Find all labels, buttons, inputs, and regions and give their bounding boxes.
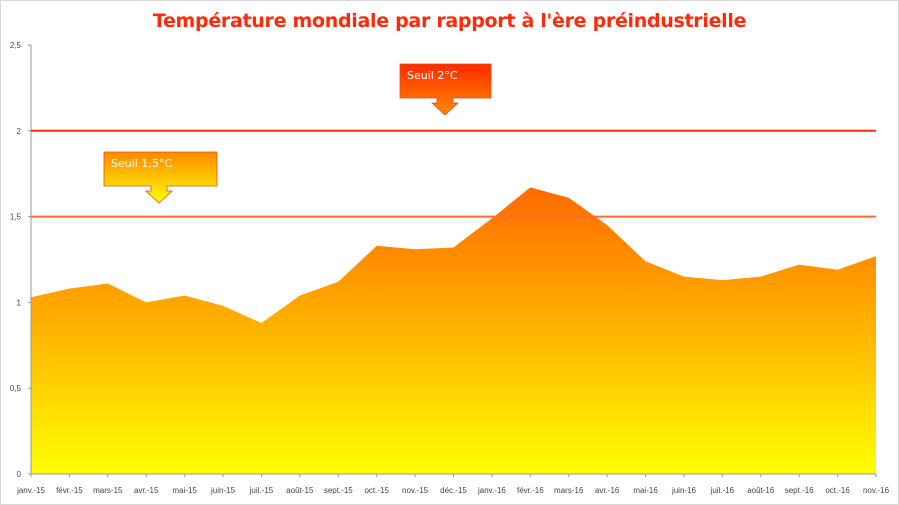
- x-tick-label: juil.-15: [249, 486, 274, 495]
- x-tick-label: sept.-15: [324, 486, 353, 495]
- x-tick-label: oct.-16: [825, 486, 850, 495]
- x-tick-label: févr.-15: [56, 486, 83, 495]
- threshold-callout-label: Seuil 2°C: [407, 69, 458, 82]
- x-tick-label: mai-16: [633, 486, 658, 495]
- x-tick-label: déc.-15: [440, 486, 467, 495]
- y-tick-label: 2: [17, 127, 22, 136]
- x-tick-label: nov.-16: [863, 486, 890, 495]
- x-tick-label: oct.-15: [364, 486, 389, 495]
- x-tick-label: mai-15: [172, 486, 197, 495]
- y-tick-label: 1: [17, 298, 22, 307]
- threshold-callout: [399, 63, 492, 116]
- x-tick-label: avr.-15: [134, 486, 159, 495]
- x-tick-label: mars-16: [554, 486, 584, 495]
- x-tick-label: juin-16: [671, 486, 697, 495]
- threshold-callout: [103, 151, 218, 204]
- x-tick-label: juil.-16: [710, 486, 735, 495]
- temperature-area: [31, 187, 876, 475]
- x-tick-label: août-15: [286, 486, 314, 495]
- x-tick-label: mars-15: [93, 486, 123, 495]
- x-tick-label: nov.-15: [402, 486, 429, 495]
- y-tick-label: 1,5: [10, 213, 22, 222]
- x-tick-label: avr.-16: [595, 486, 620, 495]
- x-tick-label: sept.-16: [785, 486, 814, 495]
- x-tick-label: févr.-16: [517, 486, 544, 495]
- x-tick-label: juin-15: [210, 486, 236, 495]
- y-tick-label: 0,5: [10, 384, 22, 393]
- chart-title: Température mondiale par rapport à l'ère…: [152, 10, 747, 32]
- y-tick-label: 2,5: [10, 41, 22, 50]
- y-tick-label: 0: [17, 470, 22, 479]
- threshold-callout-label: Seuil 1,5°C: [111, 157, 172, 170]
- x-tick-label: janv.-15: [16, 486, 45, 495]
- x-tick-label: août-16: [747, 486, 775, 495]
- x-tick-label: janv.-16: [477, 486, 506, 495]
